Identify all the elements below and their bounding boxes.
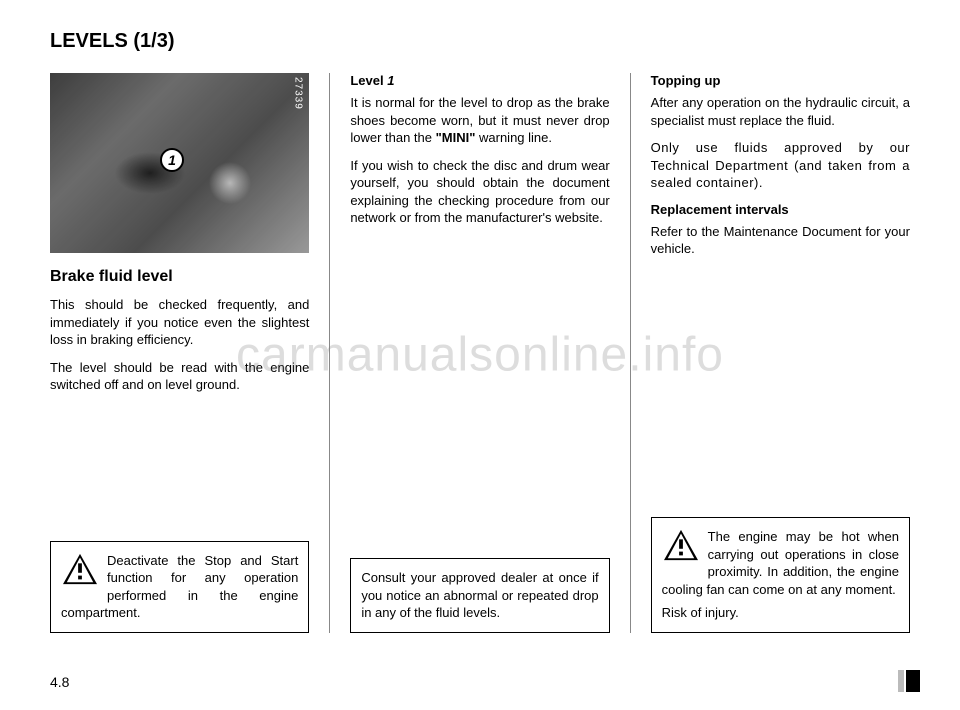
brake-fluid-heading: Brake fluid level bbox=[50, 268, 309, 286]
level-label-text: Level bbox=[350, 73, 387, 88]
column-divider-2 bbox=[630, 73, 631, 633]
callout-marker: 1 bbox=[160, 148, 184, 172]
col1-paragraph-1: This should be checked frequently, and i… bbox=[50, 296, 309, 349]
col3-warning-box: The engine may be hot when carrying out … bbox=[651, 517, 910, 633]
col1-warning-box: Deactivate the Stop and Start function f… bbox=[50, 541, 309, 633]
level-label: Level 1 bbox=[350, 73, 609, 88]
callout-number: 1 bbox=[168, 152, 176, 168]
column-3: Topping up After any operation on the hy… bbox=[651, 73, 910, 633]
page: LEVELS (1/3) 27339 1 Brake fluid level T… bbox=[0, 0, 960, 710]
warning-triangle-icon bbox=[61, 552, 99, 586]
column-1: 27339 1 Brake fluid level This should be… bbox=[50, 73, 309, 633]
col3-paragraph-1: After any operation on the hydraulic cir… bbox=[651, 94, 910, 129]
column-divider-1 bbox=[329, 73, 330, 633]
warning-gap bbox=[662, 598, 899, 604]
photo-ref-number: 27339 bbox=[292, 77, 303, 110]
col2-p1-mini: "MINI" bbox=[436, 130, 476, 145]
col3-paragraph-2: Only use fluids approved by our Technica… bbox=[651, 139, 910, 192]
topping-up-heading: Topping up bbox=[651, 73, 910, 88]
col2-paragraph-1: It is normal for the level to drop as th… bbox=[350, 94, 609, 147]
col3-paragraph-3: Refer to the Maintenance Document for yo… bbox=[651, 223, 910, 258]
title-main: LEVELS bbox=[50, 30, 128, 52]
replacement-heading: Replacement intervals bbox=[651, 202, 910, 217]
page-tab-marker bbox=[906, 670, 920, 692]
col2-spacer bbox=[350, 237, 609, 549]
col2-paragraph-2: If you wish to check the disc and drum w… bbox=[350, 157, 609, 227]
column-2: Level 1 It is normal for the level to dr… bbox=[350, 73, 609, 633]
engine-photo: 27339 1 bbox=[50, 73, 309, 253]
col2-warning-box: Consult your approved dealer at once if … bbox=[350, 558, 609, 633]
col1-paragraph-2: The level should be read with the engine… bbox=[50, 359, 309, 394]
warning-triangle-icon bbox=[662, 528, 700, 562]
content-columns: 27339 1 Brake fluid level This should be… bbox=[50, 73, 910, 633]
level-label-num: 1 bbox=[387, 73, 394, 88]
title-sub: (1/3) bbox=[133, 30, 174, 52]
page-title: LEVELS (1/3) bbox=[50, 30, 910, 53]
col2-warning-text: Consult your approved dealer at once if … bbox=[361, 570, 598, 620]
page-number: 4.8 bbox=[50, 674, 69, 690]
col2-p1-c: warning line. bbox=[475, 130, 552, 145]
col3-warning-text-2: Risk of injury. bbox=[662, 605, 739, 620]
col1-spacer bbox=[50, 404, 309, 531]
col3-spacer bbox=[651, 268, 910, 507]
